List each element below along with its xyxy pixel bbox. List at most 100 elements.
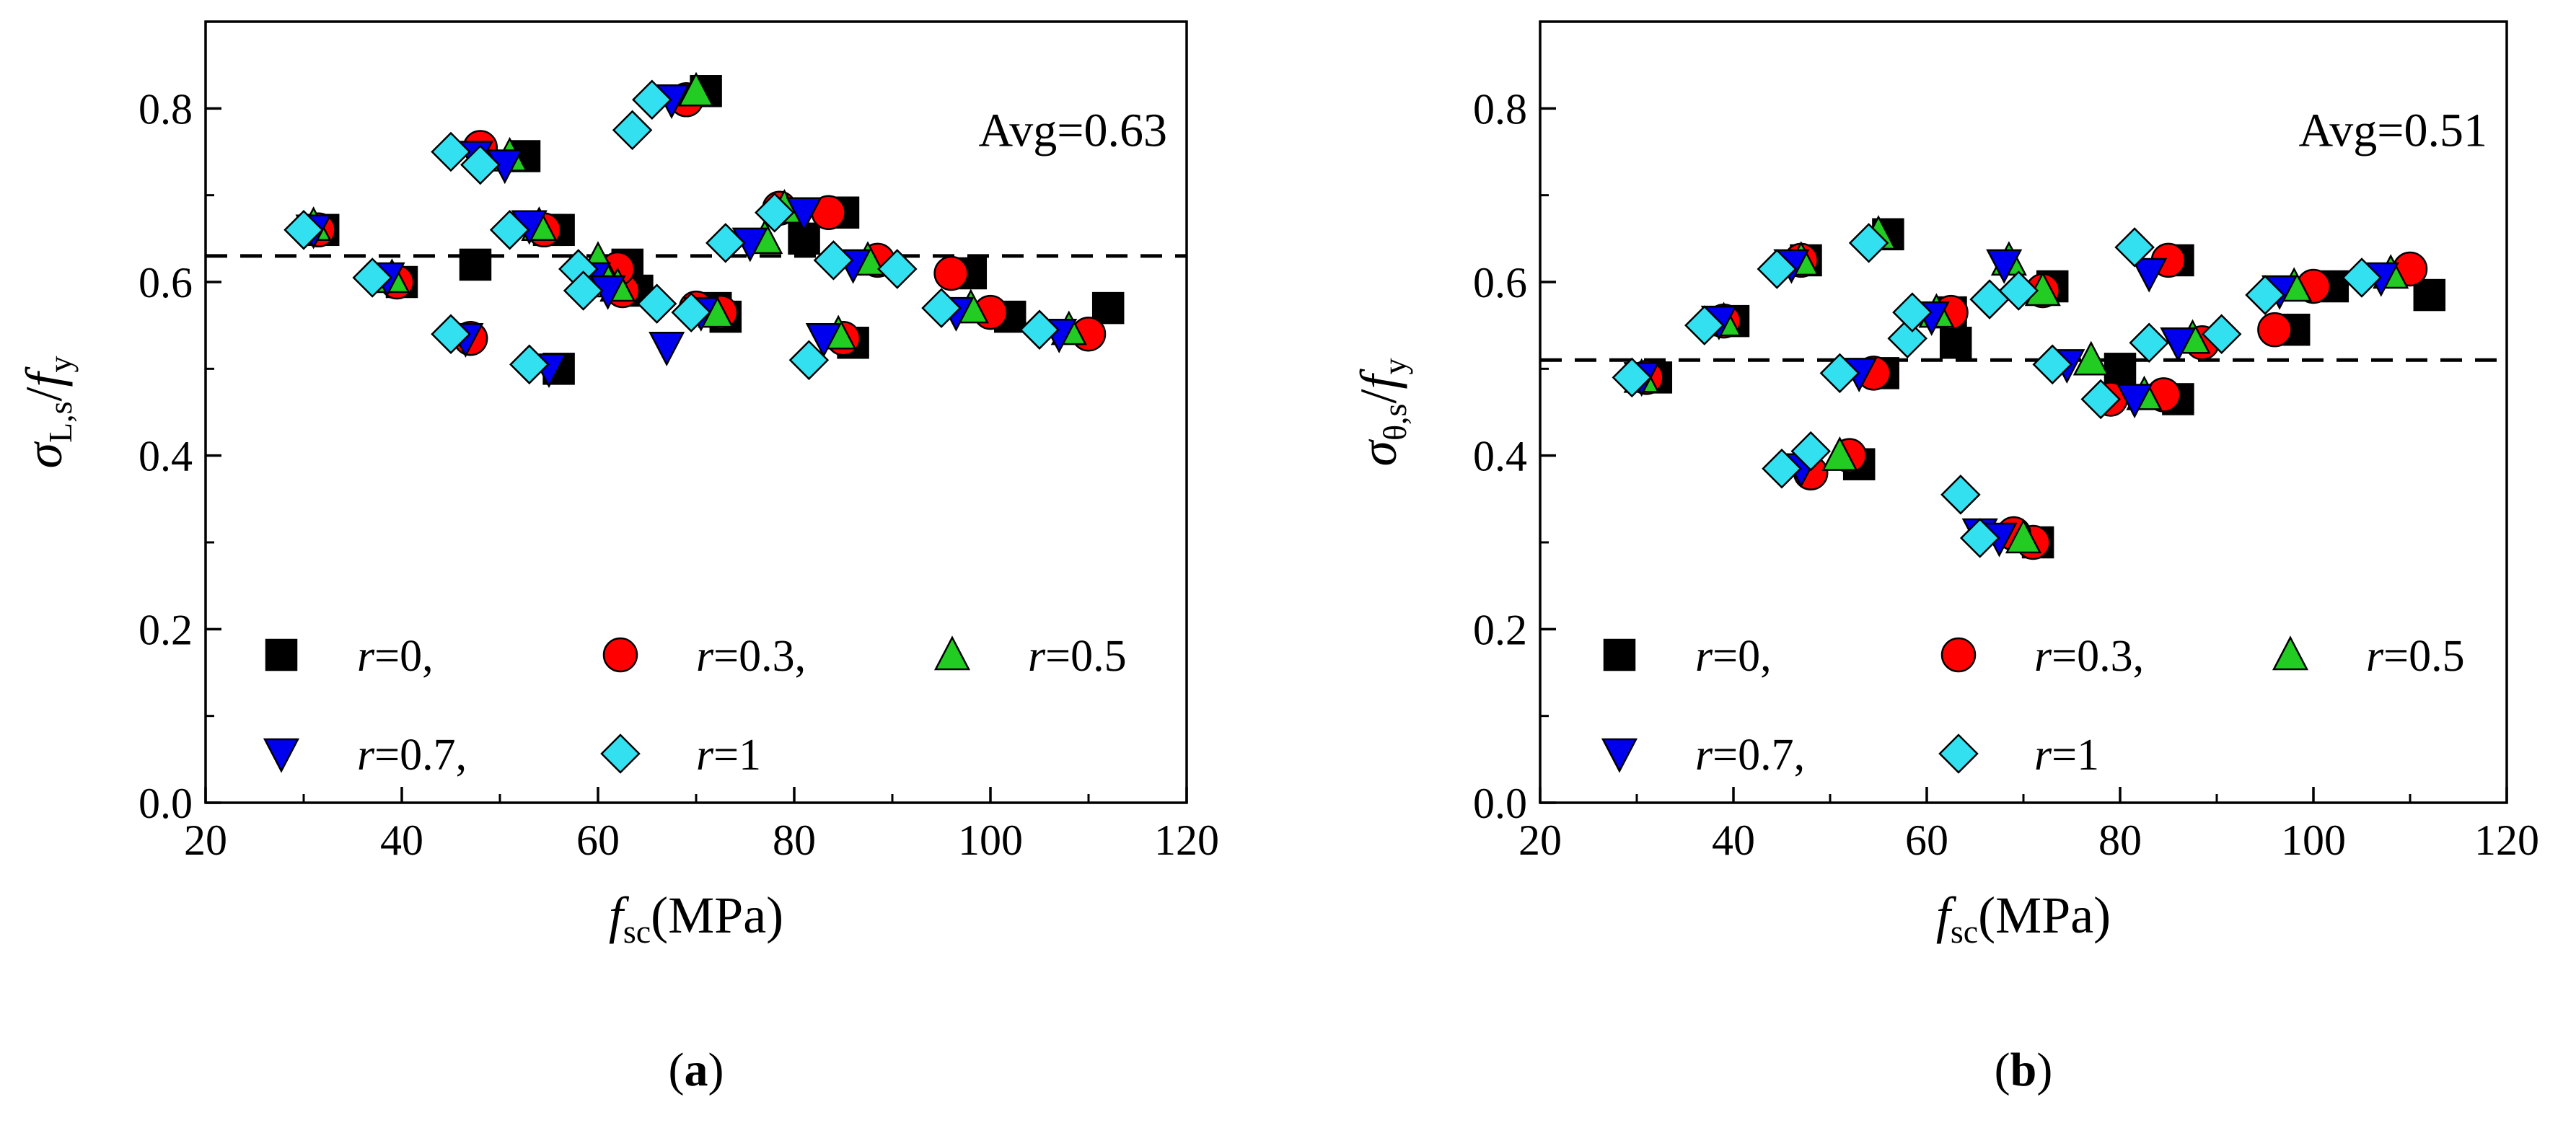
data-point bbox=[431, 131, 471, 172]
data-point bbox=[1091, 291, 1125, 325]
x-tick-label: 100 bbox=[2281, 816, 2346, 864]
data-point bbox=[2257, 312, 2293, 348]
x-tick-label: 40 bbox=[1712, 816, 1755, 864]
data-point bbox=[2160, 327, 2197, 362]
y-tick-label: 0.0 bbox=[1473, 780, 1527, 827]
data-point bbox=[283, 210, 324, 250]
y-tick-label: 0.8 bbox=[139, 85, 193, 133]
x-tick-label: 60 bbox=[576, 816, 620, 864]
x-tick-label: 100 bbox=[958, 816, 1023, 864]
data-point bbox=[786, 197, 822, 232]
legend-marker bbox=[933, 635, 971, 671]
y-axis-title: σθ,s/fy bbox=[1350, 358, 1413, 467]
data-point bbox=[1821, 436, 1858, 471]
legend-marker bbox=[600, 733, 641, 774]
data-point bbox=[1819, 353, 1860, 394]
data-point bbox=[788, 340, 830, 381]
data-point bbox=[1998, 270, 2039, 311]
data-point bbox=[1940, 475, 1981, 515]
data-point bbox=[755, 192, 795, 233]
legend-label: r=0.7, bbox=[1695, 731, 1805, 780]
y-tick-label: 0.4 bbox=[139, 433, 193, 480]
series-diamond bbox=[1612, 223, 2382, 558]
legend-label: r=0.5 bbox=[2366, 632, 2465, 681]
data-point bbox=[612, 110, 653, 151]
data-point bbox=[460, 144, 501, 185]
x-tick-label: 20 bbox=[1518, 816, 1562, 864]
panel-label: (a) bbox=[669, 1044, 724, 1096]
average-annotation: Avg=0.63 bbox=[979, 104, 1168, 157]
data-point bbox=[1684, 305, 1725, 345]
data-point bbox=[1959, 518, 2000, 558]
data-point bbox=[877, 249, 918, 289]
data-point bbox=[813, 240, 854, 281]
data-point bbox=[788, 222, 820, 255]
x-tick-label: 120 bbox=[2474, 816, 2539, 864]
data-point bbox=[2129, 322, 2169, 363]
x-tick-label: 60 bbox=[1905, 816, 1948, 864]
x-tick-label: 120 bbox=[1154, 816, 1219, 864]
legend-label: r=0.3, bbox=[2034, 632, 2144, 681]
legend-label: r=0, bbox=[357, 632, 434, 681]
legend-label: r=0, bbox=[1695, 632, 1772, 681]
y-tick-label: 0.0 bbox=[139, 780, 193, 827]
series-diamond bbox=[283, 79, 1060, 385]
chart-panel-a: 20 40 60 80 100 120 0.0 0.2 0.4 0.6 0.8 Avg=0.63 r=0… bbox=[15, 20, 1219, 1096]
data-point bbox=[1762, 448, 1802, 489]
data-point bbox=[2116, 384, 2153, 419]
x-tick-label: 80 bbox=[773, 816, 816, 864]
chart-panel-b: 20 40 60 80 100 120 0.0 0.2 0.4 0.6 0.8 Avg=0.51 r=0… bbox=[1350, 20, 2539, 1096]
y-tick-label: 0.6 bbox=[1473, 259, 1527, 307]
data-point bbox=[805, 322, 842, 358]
data-point bbox=[632, 79, 672, 120]
data-point bbox=[352, 257, 392, 298]
legend: r=0, r=0.3, r=0.5 r=0.7, r=1 bbox=[263, 632, 1127, 780]
data-point bbox=[1757, 249, 1798, 289]
data-point bbox=[933, 255, 969, 291]
x-axis-title: fsc(MPa) bbox=[609, 886, 783, 950]
x-tick-label: 20 bbox=[184, 816, 227, 864]
data-point bbox=[1969, 279, 2010, 320]
data-point bbox=[677, 71, 715, 107]
data-point bbox=[671, 292, 711, 332]
legend-marker bbox=[263, 738, 300, 773]
data-point bbox=[459, 248, 492, 281]
data-point bbox=[2005, 519, 2042, 554]
data-point bbox=[1986, 249, 2023, 284]
data-point bbox=[2131, 257, 2168, 293]
series-triangle-up bbox=[1623, 215, 2409, 554]
legend-label: r=0.3, bbox=[696, 632, 806, 681]
data-point bbox=[2114, 227, 2155, 268]
data-point bbox=[921, 288, 962, 328]
legend-marker bbox=[1601, 738, 1638, 773]
y-tick-label: 0.2 bbox=[1473, 606, 1527, 653]
x-tick-label: 80 bbox=[2098, 816, 2142, 864]
data-point bbox=[1939, 326, 1972, 359]
data-point bbox=[2072, 340, 2109, 376]
y-tick-label: 0.4 bbox=[1473, 433, 1527, 480]
legend-marker bbox=[2272, 635, 2309, 671]
x-axis-title: fsc(MPa) bbox=[1936, 886, 2111, 950]
data-point bbox=[2032, 344, 2072, 385]
series-triangle-down bbox=[295, 84, 1078, 389]
data-point bbox=[2080, 379, 2121, 420]
legend-marker bbox=[1940, 637, 1977, 673]
average-annotation: Avg=0.51 bbox=[2299, 104, 2488, 157]
legend-label: r=0.5 bbox=[1028, 632, 1127, 681]
data-point bbox=[2413, 278, 2446, 312]
legend-label: r=0.7, bbox=[357, 731, 467, 780]
legend-marker bbox=[1603, 638, 1636, 671]
data-point bbox=[509, 344, 550, 385]
y-tick-label: 0.6 bbox=[139, 259, 193, 307]
data-point bbox=[2245, 275, 2285, 315]
data-point bbox=[1790, 431, 1831, 472]
data-point bbox=[1612, 357, 1653, 398]
y-tick-label: 0.8 bbox=[1473, 85, 1527, 133]
data-point bbox=[705, 223, 746, 263]
data-point bbox=[2104, 353, 2137, 385]
data-point bbox=[636, 283, 677, 324]
data-point bbox=[563, 270, 604, 311]
legend: r=0, r=0.3, r=0.5 r=0.7, r=1 bbox=[1601, 632, 2465, 780]
data-point bbox=[2201, 314, 2242, 354]
